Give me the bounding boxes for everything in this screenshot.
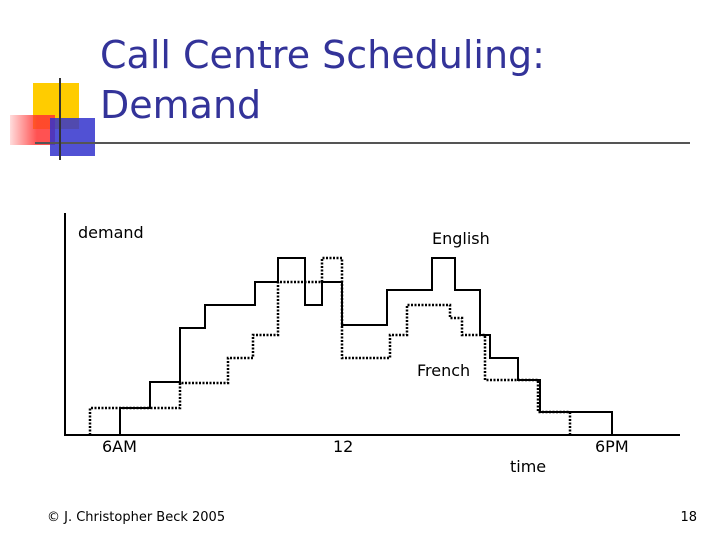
- french-demand: [88, 256, 572, 435]
- series-label: French: [417, 361, 470, 380]
- deco-red: [10, 115, 55, 145]
- english-demand: [119, 257, 613, 435]
- series-label: English: [432, 229, 490, 248]
- y-axis-label: demand: [78, 223, 144, 242]
- x-tick-label: 12: [333, 437, 353, 456]
- x-axis-label: time: [510, 457, 546, 476]
- copyright: © J. Christopher Beck 2005: [47, 510, 225, 525]
- title-line: Call Centre Scheduling:: [100, 33, 545, 77]
- deco-blue: [50, 118, 95, 156]
- page-number: 18: [680, 510, 697, 525]
- x-tick-label: 6PM: [595, 437, 629, 456]
- x-tick-label: 6AM: [102, 437, 137, 456]
- title-line: Demand: [100, 83, 261, 127]
